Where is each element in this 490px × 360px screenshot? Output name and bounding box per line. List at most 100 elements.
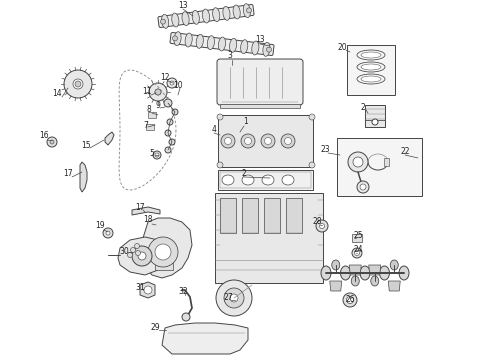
Ellipse shape	[267, 47, 271, 52]
Text: 19: 19	[95, 221, 105, 230]
Circle shape	[50, 140, 54, 144]
Text: 9: 9	[155, 100, 160, 109]
Circle shape	[155, 89, 161, 95]
PathPatch shape	[142, 218, 192, 278]
Ellipse shape	[174, 32, 181, 46]
Circle shape	[217, 162, 223, 168]
Text: 23: 23	[320, 145, 330, 154]
Ellipse shape	[224, 138, 231, 144]
Ellipse shape	[399, 266, 409, 280]
Circle shape	[169, 139, 175, 145]
Ellipse shape	[361, 76, 381, 82]
Circle shape	[155, 244, 171, 260]
Circle shape	[127, 252, 132, 257]
Circle shape	[47, 137, 57, 147]
Circle shape	[106, 231, 110, 235]
Circle shape	[348, 152, 368, 172]
Ellipse shape	[332, 260, 340, 270]
Ellipse shape	[241, 134, 255, 148]
Circle shape	[217, 114, 223, 120]
Ellipse shape	[379, 266, 390, 280]
Circle shape	[73, 79, 83, 89]
Circle shape	[224, 288, 244, 308]
Ellipse shape	[390, 260, 398, 270]
Bar	[384, 158, 389, 166]
Ellipse shape	[265, 138, 271, 144]
Ellipse shape	[241, 40, 248, 54]
Ellipse shape	[261, 134, 275, 148]
Circle shape	[155, 89, 161, 95]
Text: 25: 25	[353, 231, 363, 240]
Ellipse shape	[360, 266, 370, 280]
Circle shape	[136, 251, 141, 256]
Circle shape	[309, 114, 315, 120]
Circle shape	[319, 224, 324, 229]
FancyBboxPatch shape	[170, 32, 274, 55]
Text: 1: 1	[244, 117, 248, 126]
PathPatch shape	[80, 162, 87, 192]
Text: 29: 29	[150, 324, 160, 333]
Circle shape	[153, 151, 161, 159]
Ellipse shape	[246, 8, 251, 13]
Circle shape	[167, 78, 177, 88]
Bar	[148, 112, 156, 118]
Bar	[155, 262, 173, 270]
Text: 16: 16	[39, 131, 49, 140]
Text: 2: 2	[242, 168, 246, 177]
Ellipse shape	[160, 19, 166, 24]
Ellipse shape	[182, 12, 189, 26]
Text: 10: 10	[173, 81, 183, 90]
Bar	[286, 198, 302, 233]
Polygon shape	[388, 281, 400, 291]
Ellipse shape	[213, 8, 220, 22]
Text: 7: 7	[144, 121, 148, 130]
Ellipse shape	[229, 39, 237, 52]
Ellipse shape	[343, 293, 357, 307]
Bar	[365, 105, 385, 127]
FancyBboxPatch shape	[217, 59, 303, 105]
Ellipse shape	[262, 175, 274, 185]
Text: 3: 3	[227, 51, 232, 60]
Text: 5: 5	[149, 148, 154, 158]
PathPatch shape	[105, 132, 114, 145]
Bar	[242, 198, 258, 233]
Circle shape	[134, 243, 140, 248]
Ellipse shape	[281, 134, 295, 148]
Ellipse shape	[162, 14, 169, 28]
Ellipse shape	[233, 5, 240, 19]
Circle shape	[167, 119, 173, 125]
Circle shape	[138, 252, 146, 260]
PathPatch shape	[118, 237, 165, 275]
Bar	[264, 198, 280, 233]
Text: 13: 13	[255, 36, 265, 45]
PathPatch shape	[132, 207, 160, 215]
Circle shape	[372, 119, 378, 125]
Circle shape	[172, 109, 178, 115]
Circle shape	[353, 157, 363, 167]
Text: 15: 15	[81, 141, 91, 150]
Ellipse shape	[242, 175, 254, 185]
Circle shape	[165, 130, 171, 136]
Circle shape	[182, 313, 190, 321]
Text: 17: 17	[135, 203, 145, 212]
Text: 24: 24	[353, 246, 363, 255]
Circle shape	[64, 70, 92, 98]
Ellipse shape	[172, 36, 177, 41]
Ellipse shape	[207, 36, 215, 50]
PathPatch shape	[162, 323, 248, 354]
Ellipse shape	[202, 9, 210, 23]
Text: 32: 32	[178, 288, 188, 297]
Text: 14: 14	[52, 89, 62, 98]
Circle shape	[144, 286, 152, 294]
Ellipse shape	[371, 276, 379, 286]
Text: 13: 13	[178, 1, 188, 10]
Ellipse shape	[185, 33, 192, 47]
Circle shape	[130, 248, 136, 252]
Polygon shape	[369, 265, 381, 275]
Circle shape	[357, 181, 369, 193]
Bar	[215, 193, 323, 283]
Ellipse shape	[245, 138, 251, 144]
Circle shape	[216, 280, 252, 316]
Circle shape	[155, 153, 159, 157]
Ellipse shape	[192, 10, 199, 24]
